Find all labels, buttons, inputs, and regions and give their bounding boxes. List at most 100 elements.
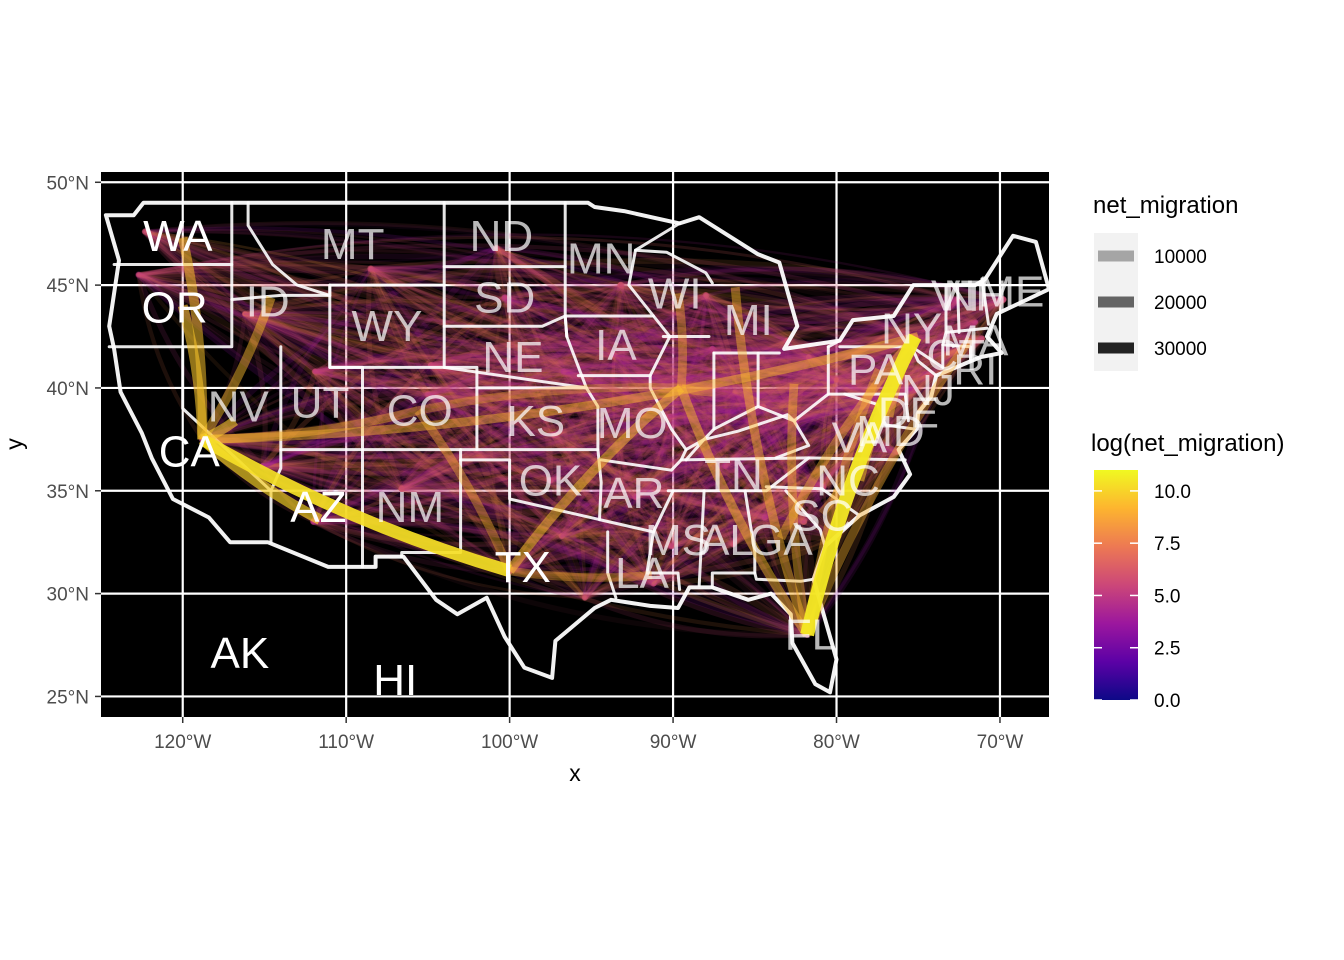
faint-flow-139 bbox=[760, 404, 773, 520]
faint-flow-308 bbox=[634, 409, 888, 499]
faint-flow-88 bbox=[508, 520, 806, 574]
faint-flow-26 bbox=[199, 327, 918, 442]
faint-flow-68 bbox=[680, 386, 765, 408]
faint-flow-623 bbox=[368, 266, 839, 382]
state-label-nm: NM bbox=[376, 483, 444, 532]
faint-flow-493 bbox=[311, 368, 768, 521]
faint-flow-287 bbox=[835, 335, 986, 540]
faint-flow-701 bbox=[552, 434, 735, 546]
faint-flow-980 bbox=[618, 269, 960, 302]
faint-flow-238 bbox=[503, 294, 789, 342]
faint-flow-655 bbox=[611, 352, 807, 525]
faint-flow-143 bbox=[619, 283, 683, 390]
faint-flow-108 bbox=[670, 545, 809, 636]
faint-flow-353 bbox=[560, 337, 984, 538]
faint-flow-1057 bbox=[732, 354, 812, 395]
state-border-4 bbox=[246, 201, 332, 297]
faint-flow-316 bbox=[883, 297, 1006, 414]
faint-flow-992 bbox=[704, 280, 960, 302]
faint-flow-898 bbox=[428, 349, 896, 406]
faint-flow-336 bbox=[646, 413, 673, 587]
state-label-ca: CA bbox=[159, 428, 221, 477]
faint-flow-908 bbox=[891, 321, 977, 404]
faint-flow-824 bbox=[709, 345, 807, 525]
faint-flow-537 bbox=[429, 363, 553, 483]
faint-flow-651 bbox=[369, 267, 616, 357]
faint-flow-1069 bbox=[427, 357, 767, 410]
faint-flow-958 bbox=[911, 370, 935, 394]
faint-flow-669 bbox=[243, 311, 565, 373]
colorbar bbox=[1094, 470, 1138, 700]
faint-flow-625 bbox=[703, 292, 918, 340]
state-border-43 bbox=[910, 345, 945, 369]
faint-flow-1094 bbox=[732, 356, 810, 546]
faint-flow-887 bbox=[617, 281, 896, 406]
faint-flow-959 bbox=[929, 320, 977, 375]
faint-flow-969 bbox=[552, 348, 958, 437]
faint-flow-22 bbox=[201, 321, 977, 447]
faint-flow-98 bbox=[142, 228, 811, 638]
faint-flow-973 bbox=[890, 349, 958, 405]
faint-flow-698 bbox=[494, 246, 556, 438]
faint-flow-727 bbox=[632, 296, 961, 500]
faint-flow-540 bbox=[429, 246, 499, 368]
faint-flow-393 bbox=[259, 462, 554, 495]
faint-flow-559 bbox=[310, 245, 500, 525]
faint-flow-525 bbox=[242, 311, 811, 375]
faint-flow-234 bbox=[260, 338, 790, 469]
faint-flow-452 bbox=[508, 569, 587, 600]
faint-flow-588 bbox=[314, 296, 506, 373]
faint-flow-436 bbox=[243, 312, 727, 468]
faint-flow-381 bbox=[137, 273, 933, 387]
faint-flow-731 bbox=[668, 543, 811, 638]
faint-flow-78 bbox=[261, 465, 511, 572]
faint-flow-342 bbox=[666, 347, 959, 420]
faint-flow-1030 bbox=[704, 278, 1005, 302]
faint-flow-688 bbox=[551, 338, 790, 438]
faint-flow-667 bbox=[561, 369, 826, 490]
faint-flow-198 bbox=[142, 228, 896, 406]
faint-flow-451 bbox=[582, 385, 684, 601]
faint-flow-2 bbox=[201, 438, 766, 525]
faint-flow-57 bbox=[369, 267, 683, 390]
state-label-hi: HI bbox=[373, 656, 417, 705]
faint-flow-149 bbox=[242, 272, 624, 317]
state-border-42 bbox=[838, 345, 938, 378]
faint-flow-358 bbox=[560, 534, 673, 550]
faint-flow-394 bbox=[260, 368, 318, 469]
faint-flow-360 bbox=[558, 518, 807, 548]
faint-flow-1064 bbox=[761, 336, 984, 409]
faint-flow-1003 bbox=[619, 276, 978, 324]
faint-flow-461 bbox=[313, 369, 587, 600]
faint-flow-343 bbox=[667, 297, 960, 420]
faint-flow-742 bbox=[552, 433, 673, 548]
faint-flow-801 bbox=[399, 486, 767, 530]
faint-flow-696 bbox=[545, 431, 558, 484]
faint-flow-72 bbox=[507, 334, 917, 573]
faint-flow-1046 bbox=[560, 390, 737, 538]
faint-flow-435 bbox=[547, 458, 729, 484]
faint-flow-1110 bbox=[502, 295, 839, 383]
faint-flow-197 bbox=[141, 228, 657, 587]
faint-flow-178 bbox=[426, 392, 894, 428]
faint-flow-270 bbox=[200, 327, 984, 441]
faint-flow-459 bbox=[583, 464, 727, 599]
faint-flow-487 bbox=[547, 477, 657, 587]
faint-flow-483 bbox=[501, 294, 554, 484]
faint-flow-901 bbox=[632, 399, 895, 500]
state-border-41 bbox=[826, 339, 842, 349]
faint-flow-368 bbox=[136, 272, 512, 573]
faint-flow-69 bbox=[680, 355, 810, 390]
state-border-47 bbox=[956, 283, 961, 334]
faint-flow-91 bbox=[507, 387, 918, 574]
faint-flow-551 bbox=[428, 362, 766, 414]
log-net-migration-colorbar-legend: log(net_migration) 0.0 2.5 5.0 7.5 10.0 bbox=[1091, 430, 1284, 712]
faint-flow-339 bbox=[667, 399, 895, 427]
faint-flow-378 bbox=[135, 271, 675, 550]
faint-flow-469 bbox=[582, 376, 840, 601]
state-label-wy: WY bbox=[352, 302, 423, 351]
faint-flow-646 bbox=[612, 337, 984, 371]
faint-flow-580 bbox=[501, 294, 791, 346]
